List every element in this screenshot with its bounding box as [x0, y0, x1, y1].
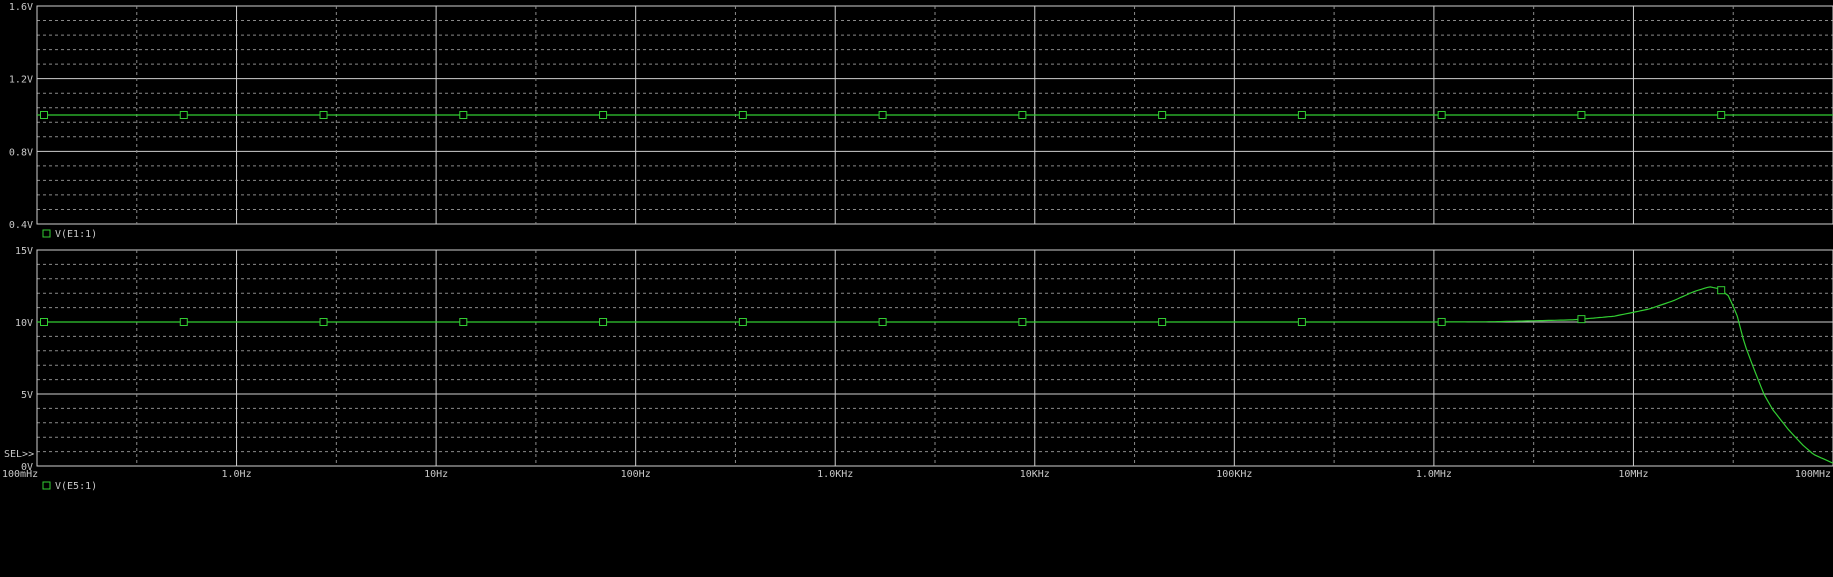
trace-marker [1018, 318, 1027, 326]
y-tick-label: 0.8V [9, 147, 33, 158]
y-tick-label: 5V [21, 390, 33, 401]
legend-marker-icon [42, 229, 51, 238]
trace-marker [1018, 111, 1027, 119]
y-tick-label: 15V [15, 246, 33, 257]
x-tick-label: 100mHz [2, 469, 38, 480]
trace-marker [599, 318, 608, 326]
trace-marker [1717, 286, 1726, 295]
trace-marker [40, 111, 48, 119]
trace-marker [878, 318, 887, 326]
trace-marker [738, 111, 747, 119]
x-tick-label: 100MHz [1795, 469, 1831, 480]
x-tick-label: 100KHz [1216, 469, 1252, 480]
trace-marker [40, 318, 48, 326]
bottom-plot-panel: 15V 10V 5V 0V [15, 246, 1833, 473]
trace-marker [179, 111, 188, 119]
y-tick-label: 1.2V [9, 75, 33, 86]
trace-marker [1158, 111, 1167, 119]
trace-marker [1158, 318, 1167, 326]
trace-marker [738, 318, 747, 326]
trace-marker [1437, 317, 1446, 326]
trace-marker [319, 318, 328, 326]
trace-marker [1717, 111, 1726, 119]
trace-marker [1437, 111, 1446, 119]
legend-area: V(E1:1) V(E5:1) [42, 229, 97, 492]
trace-marker [1577, 111, 1586, 119]
x-axis-labels: 100mHz 1.0Hz 10Hz 100Hz 1.0KHz 10KHz 100KHz 1.0… [2, 449, 1831, 480]
trace-marker [459, 318, 468, 326]
y-tick-label: 0V [21, 462, 33, 473]
x-tick-label: 10Hz [424, 469, 448, 480]
legend-marker-icon [42, 481, 51, 490]
y-tick-label: 0.4V [9, 220, 33, 231]
y-tick-label: 1.6V [9, 2, 33, 13]
trace-marker [179, 318, 188, 326]
x-tick-label: 10KHz [1020, 469, 1050, 480]
top-plot-panel: 1.6V 1.2V 0.8V 0.4V [9, 2, 1833, 231]
trace-marker [1577, 315, 1586, 324]
trace-marker [1297, 318, 1306, 326]
x-tick-label: 10MHz [1618, 469, 1648, 480]
trace-marker [459, 111, 468, 119]
trace-marker [599, 111, 608, 119]
trace-marker [878, 111, 887, 119]
x-tick-label: 1.0MHz [1416, 469, 1452, 480]
x-tick-label: 1.0KHz [817, 469, 853, 480]
trace-marker [1297, 111, 1306, 119]
x-tick-label: 1.0Hz [222, 469, 252, 480]
legend-label[interactable]: V(E1:1) [55, 229, 97, 240]
trace-V(E5:1) [37, 286, 1833, 464]
sel-marker: SEL>> [4, 449, 34, 460]
legend-label[interactable]: V(E5:1) [55, 481, 97, 492]
trace-marker [319, 111, 328, 119]
x-tick-label: 100Hz [621, 469, 651, 480]
y-tick-label: 10V [15, 318, 33, 329]
